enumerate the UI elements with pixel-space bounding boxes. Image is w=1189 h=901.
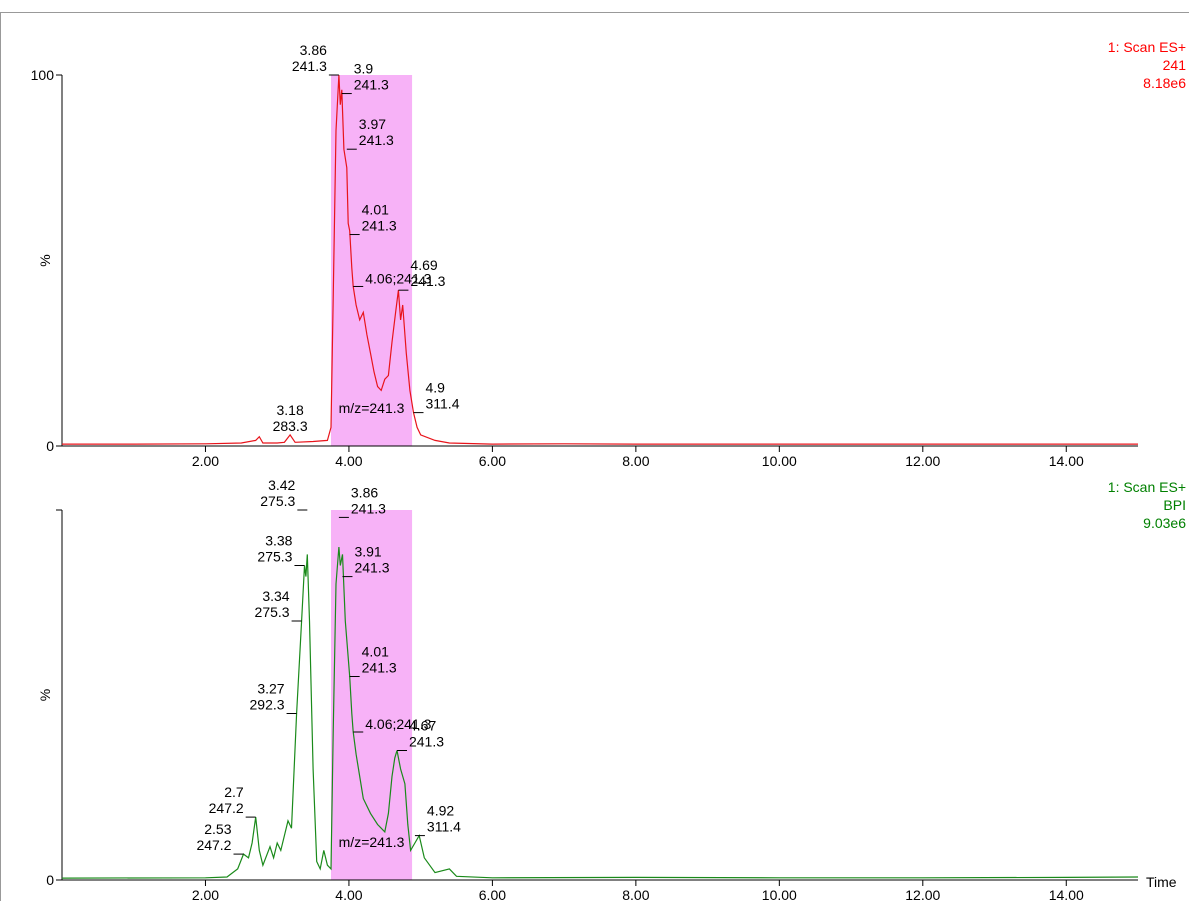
x-tick-label: 10.00 bbox=[762, 887, 797, 901]
header-text: 1: Scan ES+ bbox=[1108, 39, 1186, 55]
annotation-mz: 241.3 bbox=[351, 500, 386, 516]
annotation-mz: 241.3 bbox=[354, 77, 389, 93]
y-axis-label: % bbox=[37, 254, 53, 266]
x-tick-label: 4.00 bbox=[335, 453, 362, 469]
y-tick-label: 100 bbox=[31, 67, 55, 83]
annotation-time: 3.86 bbox=[300, 42, 327, 58]
y-tick-label: 0 bbox=[46, 438, 54, 454]
x-tick-label: 12.00 bbox=[905, 887, 940, 901]
x-tick-label: 4.00 bbox=[335, 887, 362, 901]
annotation-mz: 241.3 bbox=[409, 734, 444, 750]
y-tick-label: 0 bbox=[46, 872, 54, 888]
shaded-range bbox=[331, 510, 413, 880]
x-tick-label: 12.00 bbox=[905, 453, 940, 469]
annotation-mz: 241.3 bbox=[359, 132, 394, 148]
annotation-label: 4.06;241.3 bbox=[365, 270, 431, 286]
annotation-mz: 247.2 bbox=[209, 800, 244, 816]
annotation-mz: 311.4 bbox=[427, 819, 461, 835]
annotation-time: 4.69 bbox=[410, 257, 437, 273]
annotation-time: 3.91 bbox=[354, 544, 381, 560]
annotation-time: 3.18 bbox=[276, 402, 303, 418]
frame bbox=[0, 12, 1189, 901]
annotation-mz: 275.3 bbox=[257, 549, 292, 565]
x-tick-label: 6.00 bbox=[479, 453, 506, 469]
annotation-time: 4.01 bbox=[362, 202, 389, 218]
annotation-mz: 275.3 bbox=[255, 604, 290, 620]
x-tick-label: 2.00 bbox=[192, 887, 219, 901]
x-tick-label: 14.00 bbox=[1049, 453, 1084, 469]
x-tick-label: 6.00 bbox=[479, 887, 506, 901]
annotation-mz: 275.3 bbox=[260, 493, 295, 509]
y-axis-label: % bbox=[37, 689, 53, 701]
annotation-time: 4.92 bbox=[427, 803, 454, 819]
annotation-time: 3.38 bbox=[265, 533, 292, 549]
trace bbox=[61, 546, 1139, 879]
peak-annotation: 4.06;241.3 bbox=[353, 270, 432, 287]
shaded-range bbox=[331, 75, 413, 446]
shaded-label: m/z=241.3 bbox=[339, 834, 405, 850]
x-tick-label: 2.00 bbox=[192, 453, 219, 469]
annotation-time: 3.34 bbox=[262, 588, 289, 604]
annotation-time: 3.9 bbox=[354, 61, 374, 77]
annotation-mz: 241.3 bbox=[410, 273, 445, 289]
annotation-mz: 241.3 bbox=[362, 218, 397, 234]
annotation-label: 4.06;241.3 bbox=[365, 716, 431, 732]
x-tick-label: 10.00 bbox=[762, 453, 797, 469]
x-tick-label: 8.00 bbox=[622, 453, 649, 469]
annotation-mz: 241.3 bbox=[362, 660, 397, 676]
header-text: 8.18e6 bbox=[1143, 75, 1186, 91]
peak-annotation: 4.06;241.3 bbox=[353, 716, 432, 733]
header-text: BPI bbox=[1163, 497, 1186, 513]
annotation-time: 2.7 bbox=[224, 784, 244, 800]
annotation-time: 3.97 bbox=[359, 116, 386, 132]
header-text: 241 bbox=[1163, 57, 1187, 73]
annotation-time: 3.42 bbox=[268, 477, 295, 493]
annotation-time: 4.67 bbox=[409, 718, 436, 734]
annotation-time: 2.53 bbox=[204, 821, 231, 837]
x-tick-label: 14.00 bbox=[1049, 887, 1084, 901]
shaded-label: m/z=241.3 bbox=[339, 400, 405, 416]
annotation-mz: 311.4 bbox=[425, 396, 459, 412]
x-tick-label: 8.00 bbox=[622, 887, 649, 901]
annotation-time: 3.86 bbox=[351, 484, 378, 500]
annotation-mz: 241.3 bbox=[292, 58, 327, 74]
annotation-time: 4.9 bbox=[425, 380, 445, 396]
annotation-mz: 247.2 bbox=[196, 837, 231, 853]
header-text: 1: Scan ES+ bbox=[1108, 479, 1186, 495]
annotation-mz: 283.3 bbox=[273, 418, 308, 434]
x-axis-label: Time bbox=[1146, 874, 1177, 890]
header-text: 9.03e6 bbox=[1143, 515, 1186, 531]
annotation-mz: 241.3 bbox=[354, 560, 389, 576]
trace bbox=[62, 74, 1138, 445]
annotation-time: 4.01 bbox=[362, 644, 389, 660]
annotation-mz: 292.3 bbox=[250, 697, 285, 713]
annotation-time: 3.27 bbox=[257, 681, 284, 697]
